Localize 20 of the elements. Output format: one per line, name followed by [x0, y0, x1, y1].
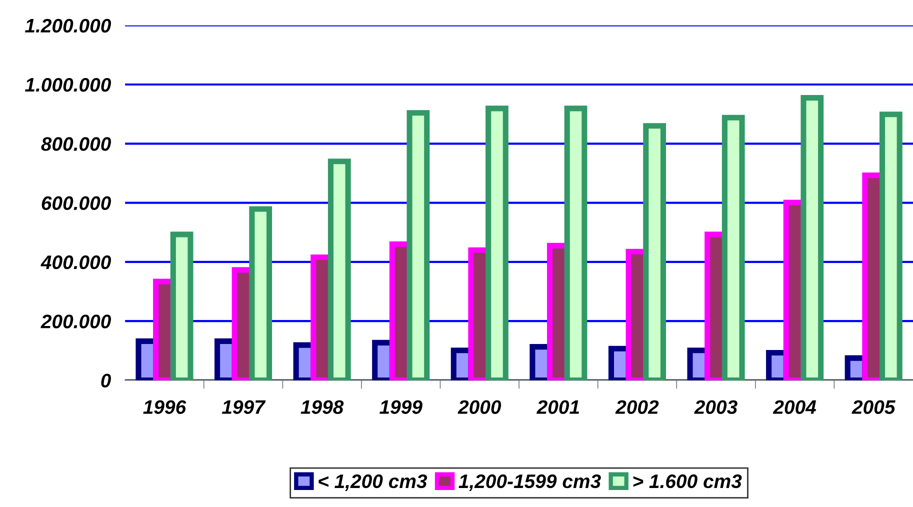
legend-label: < 1,200 cm3: [318, 474, 428, 491]
x-tick-label: 1996: [143, 400, 186, 414]
x-tick-label: 1998: [300, 400, 344, 414]
x-tick-label: 2002: [615, 400, 659, 414]
y-tick-label: 0: [101, 374, 112, 388]
y-tick-label: 1.000.000: [25, 78, 112, 92]
y-tick-label: 800.000: [41, 137, 112, 151]
x-tick-label: 2003: [694, 400, 738, 414]
x-tick-label: 1997: [222, 400, 266, 414]
y-tick-label: 200.000: [40, 314, 112, 328]
x-tick-label: 2004: [772, 400, 816, 414]
legend-label: > 1.600 cm3: [633, 474, 742, 488]
x-tick-label: 2000: [458, 400, 502, 414]
y-tick-label: 400.000: [40, 255, 112, 270]
x-tick-label: 2005: [852, 400, 896, 414]
x-tick-label: 1999: [380, 400, 422, 414]
y-tick-label: 1.200.000: [25, 18, 112, 33]
y-tick-label: 600.000: [42, 196, 112, 210]
x-tick-label: 2001: [536, 400, 580, 414]
legend-label: 1,200-1599 cm3: [458, 474, 601, 491]
